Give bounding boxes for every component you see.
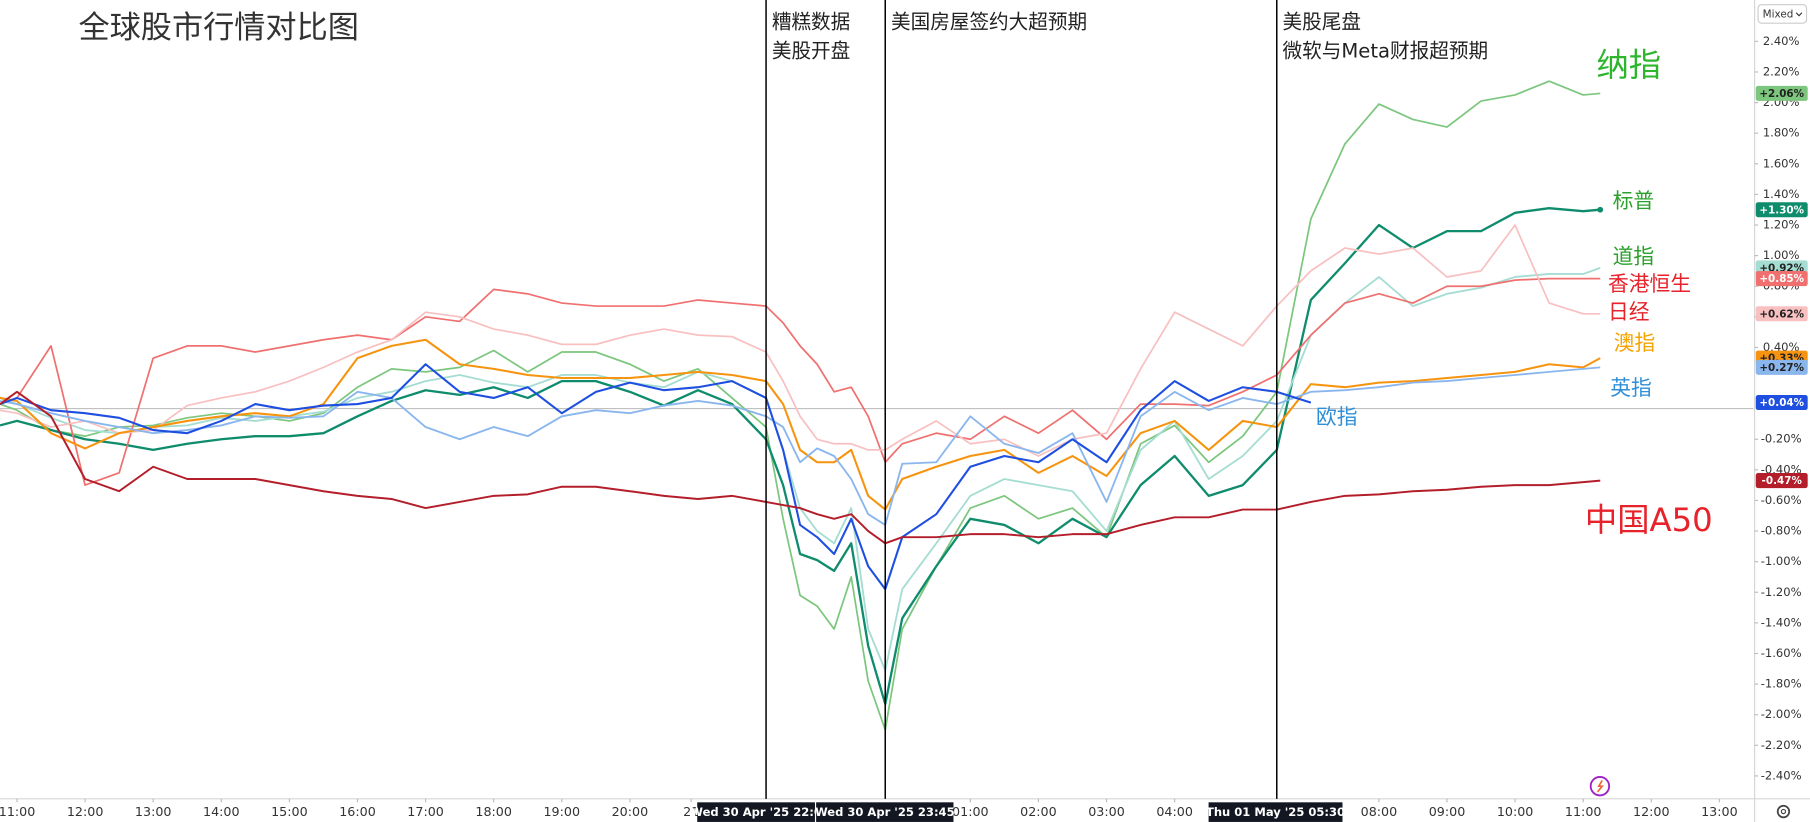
event-annotation: 微软与Meta财报超预期 [1283,40,1489,63]
series-label: 纳指 [1596,46,1661,84]
y-tick-label: 2.20% [1763,64,1800,78]
series-line [0,390,1601,545]
y-tick-label: -1.20% [1761,585,1802,599]
y-tick-label: -1.40% [1761,615,1802,629]
y-tick-label: -0.20% [1761,432,1802,446]
x-tick-label: 12:00 [1633,804,1670,819]
scale-mode-label[interactable]: Mixed [1763,8,1794,20]
series-label: 标普 [1613,189,1655,213]
value-badge [1755,306,1808,322]
y-tick-label: -2.20% [1761,738,1802,752]
value-badge [1755,85,1808,101]
series-line [0,363,1312,591]
time-label-box [1208,802,1343,822]
chart-title: 全球股市行情对比图 [78,10,358,46]
x-tick-label: 13:00 [1701,804,1738,819]
value-badge-label: +1.30% [1759,204,1804,216]
x-tick-label: 19:00 [543,804,580,819]
gear-inner [1780,808,1787,815]
event-annotation: 美股开盘 [772,40,850,63]
y-tick-label: -2.00% [1761,707,1802,721]
series-label: 英指 [1610,376,1652,400]
series-label: 欧指 [1316,405,1358,429]
end-dot [1597,206,1604,213]
scale-mode-box[interactable] [1757,4,1808,24]
series-line [0,366,1601,526]
time-label: Thu 01 May '25 05:30 [1206,805,1345,819]
time-label: Wed 30 Apr '25 23:45 [815,805,955,819]
time-label: Wed 30 Apr '25 22:0 [690,805,822,819]
x-tick-label: 20:00 [612,804,649,819]
value-badge [1755,395,1808,411]
plot-area [0,80,1754,731]
y-tick-label: -0.60% [1761,493,1802,507]
value-badge-label: +0.27% [1759,362,1804,374]
value-badge-label: -0.47% [1762,475,1803,487]
value-badge [1755,202,1808,218]
logo-circle[interactable] [1589,776,1611,797]
series-label: 中国A50 [1585,501,1713,539]
x-tick-label: 18:00 [475,804,512,819]
time-label-box [697,802,815,822]
y-tick-label: -0.40% [1761,462,1802,476]
value-badge [1755,359,1808,375]
series-line [0,338,1601,511]
y-tick-label: -0.80% [1761,524,1802,538]
x-tick-label: 12:00 [67,804,104,819]
y-tick-label: 1.00% [1763,248,1800,262]
value-badge-label: +0.62% [1759,308,1804,320]
logo-bolt [1596,779,1604,793]
series-label: 香港恒生 [1608,272,1691,296]
y-tick-label: 1.20% [1763,218,1800,232]
y-tick-label: 1.60% [1763,156,1800,170]
series-label: 澳指 [1614,331,1656,355]
x-tick-label: 21 [683,804,699,819]
series-line [0,207,1601,706]
event-annotation: 美股尾盘 [1283,11,1361,34]
logo-icon[interactable] [1589,776,1611,797]
y-tick-label: -1.80% [1761,677,1802,691]
scale-mode-button[interactable]: Mixed [1757,4,1808,24]
y-tick-label: -1.60% [1761,646,1802,660]
x-tick-label: 13:00 [135,804,172,819]
y-tick-label: 0.40% [1763,340,1800,354]
x-tick-label: 15:00 [271,804,308,819]
value-badge [1755,271,1808,287]
x-tick-label: 10:00 [1497,804,1534,819]
x-tick-label: 04:00 [1156,804,1193,819]
time-label-box [816,802,954,822]
x-tick-label: 01:00 [952,804,989,819]
event-annotation: 美国房屋签约大超预期 [891,11,1087,34]
x-tick-label: 03:00 [1088,804,1125,819]
value-badge-label: +0.04% [1759,397,1804,409]
x-tick-label: 09:00 [1429,804,1466,819]
y-tick-label: 1.40% [1763,187,1800,201]
series-line [0,224,1601,457]
x-tick-label: 17:00 [407,804,444,819]
x-tick-label: 08:00 [1361,804,1398,819]
settings-icon[interactable] [1776,804,1791,819]
series-label: 日经 [1608,300,1650,324]
x-tick-label: 11:00 [1565,804,1602,819]
event-annotation: 糟糕数据 [772,11,850,34]
value-badge-label: +2.06% [1759,88,1804,100]
y-tick-label: -1.00% [1761,554,1802,568]
value-badge-label: +0.85% [1759,273,1804,285]
x-tick-label: 14:00 [203,804,240,819]
y-tick-label: 2.40% [1763,34,1800,48]
value-badge [1755,473,1808,489]
series-label: 道指 [1613,244,1655,268]
x-tick-label: 16:00 [339,804,376,819]
y-tick-label: 1.80% [1763,126,1800,140]
x-tick-label: 02:00 [1020,804,1057,819]
series-line [0,277,1601,486]
y-tick-label: -2.40% [1761,768,1802,782]
chevron-icon [1795,12,1803,17]
gear-outer[interactable] [1776,804,1791,819]
x-tick-label: 11:00 [0,804,35,819]
series-line [0,80,1601,731]
